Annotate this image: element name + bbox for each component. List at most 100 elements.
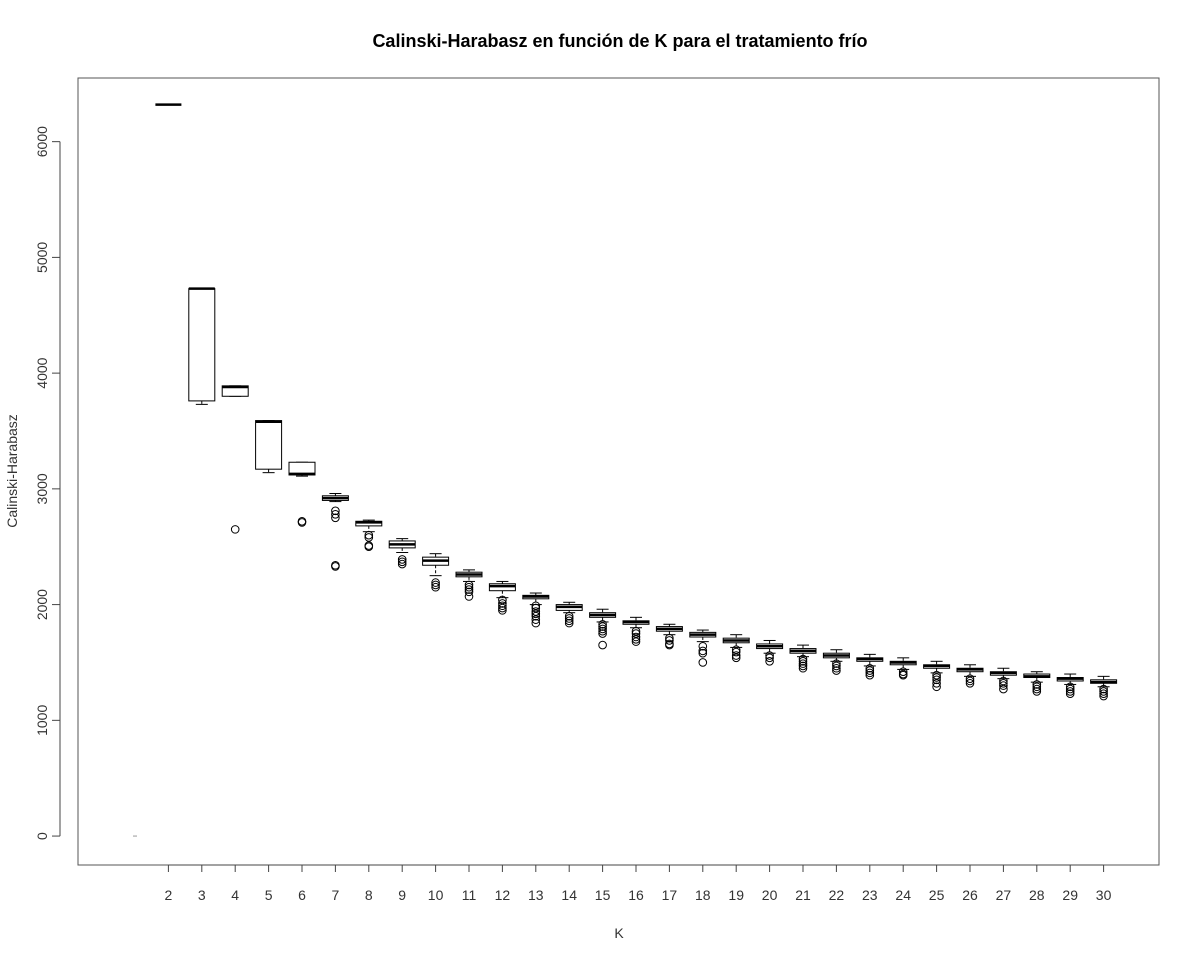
box-k-23	[856, 653, 884, 680]
outlier-point	[798, 661, 808, 671]
box-k-14	[555, 601, 583, 628]
outlier-point	[464, 585, 474, 594]
y-tick-label: 1000	[34, 705, 50, 736]
box-k-15	[589, 608, 617, 650]
plot-frame	[77, 77, 1160, 866]
outlier-point	[965, 676, 975, 686]
outlier-point	[999, 681, 1008, 690]
boxes-group	[133, 103, 1118, 837]
outlier-point	[898, 667, 908, 677]
outlier-point	[397, 559, 407, 569]
outlier-point	[698, 646, 708, 656]
box-k-21	[789, 644, 817, 673]
outlier-point	[1065, 682, 1075, 692]
outlier-point	[364, 542, 374, 552]
box-k-30	[1090, 675, 1118, 701]
outlier-point	[798, 657, 808, 666]
box-k-9	[388, 538, 416, 569]
outlier-point	[631, 626, 641, 636]
x-tick-label: 6	[298, 887, 306, 903]
outlier-point	[1099, 687, 1108, 696]
x-tick-label: 17	[662, 887, 678, 903]
outlier-point	[1099, 689, 1108, 699]
outlier-point	[464, 592, 474, 601]
outlier-point	[865, 663, 875, 673]
outlier-point	[498, 603, 507, 613]
outlier-point	[331, 510, 340, 519]
box-iqr	[188, 288, 216, 402]
x-tick-label: 10	[428, 887, 444, 903]
outlier-point	[698, 641, 708, 651]
outlier-point	[564, 616, 574, 626]
x-tick-label: 12	[495, 887, 511, 903]
outlier-point	[531, 618, 541, 628]
outlier-point	[932, 682, 941, 692]
x-tick-label: 4	[231, 887, 239, 903]
outlier-point	[731, 653, 741, 663]
outlier-point	[464, 587, 474, 597]
x-tick-label: 30	[1096, 887, 1112, 903]
box-k-18	[689, 629, 717, 667]
outlier-point	[765, 657, 774, 666]
y-tick-label: 2000	[34, 589, 50, 620]
box-k-28	[1023, 671, 1051, 696]
x-tick-label: 21	[795, 887, 811, 903]
outlier-point	[665, 640, 674, 650]
box-k-20	[756, 639, 784, 666]
x-tick-label: 29	[1062, 887, 1078, 903]
outlier-point	[331, 506, 340, 516]
outlier-point	[631, 632, 641, 642]
box-k-17	[655, 623, 683, 650]
outlier-point	[765, 653, 774, 663]
outlier-point	[498, 595, 507, 605]
box-k-16	[622, 616, 650, 646]
box-k-13	[522, 592, 550, 628]
outlier-point	[498, 601, 507, 611]
chart-title: Calinski-Harabasz en función de K para e…	[372, 31, 867, 51]
x-tick-label: 2	[165, 887, 173, 903]
box-k-25	[923, 660, 951, 692]
y-tick-label: 6000	[34, 126, 50, 157]
outlier-point	[932, 673, 941, 682]
x-tick-label: 16	[628, 887, 644, 903]
outlier-point	[531, 611, 541, 621]
outlier-point	[1032, 687, 1042, 696]
outlier-point	[598, 640, 607, 650]
outlier-point	[397, 557, 407, 567]
x-tick-label: 27	[996, 887, 1012, 903]
outlier-point	[598, 629, 607, 638]
outlier-point	[464, 582, 474, 592]
x-tick-label: 8	[365, 887, 373, 903]
outlier-point	[932, 670, 941, 680]
box-k-10	[422, 553, 450, 592]
outlier-point	[798, 654, 808, 664]
y-tick-label: 4000	[34, 357, 50, 388]
x-tick-label: 11	[462, 887, 477, 903]
box-k-29	[1056, 673, 1084, 699]
outlier-point	[898, 670, 908, 680]
outlier-point	[564, 614, 574, 623]
outlier-point	[698, 658, 708, 667]
outlier-point	[1065, 684, 1075, 694]
x-tick-label: 23	[862, 887, 878, 903]
outlier-point	[531, 615, 541, 624]
box-k-3	[188, 287, 216, 405]
outlier-point	[865, 668, 875, 678]
outlier-point	[598, 622, 607, 631]
outlier-point	[431, 580, 440, 590]
outlier-point	[1065, 687, 1075, 696]
outlier-point	[865, 666, 875, 675]
outlier-point	[598, 619, 607, 629]
outlier-point	[531, 607, 541, 616]
box-k-6	[288, 461, 316, 527]
x-tick-label: 26	[962, 887, 978, 903]
box-k-12	[488, 580, 516, 615]
x-tick-label: 28	[1029, 887, 1045, 903]
box-k-19	[722, 634, 750, 663]
outlier-point	[498, 599, 507, 608]
outlier-point	[731, 647, 741, 657]
x-tick-label: 15	[595, 887, 611, 903]
x-tick-label: 18	[695, 887, 711, 903]
x-tick-label: 9	[398, 887, 406, 903]
outlier-point	[598, 624, 607, 634]
